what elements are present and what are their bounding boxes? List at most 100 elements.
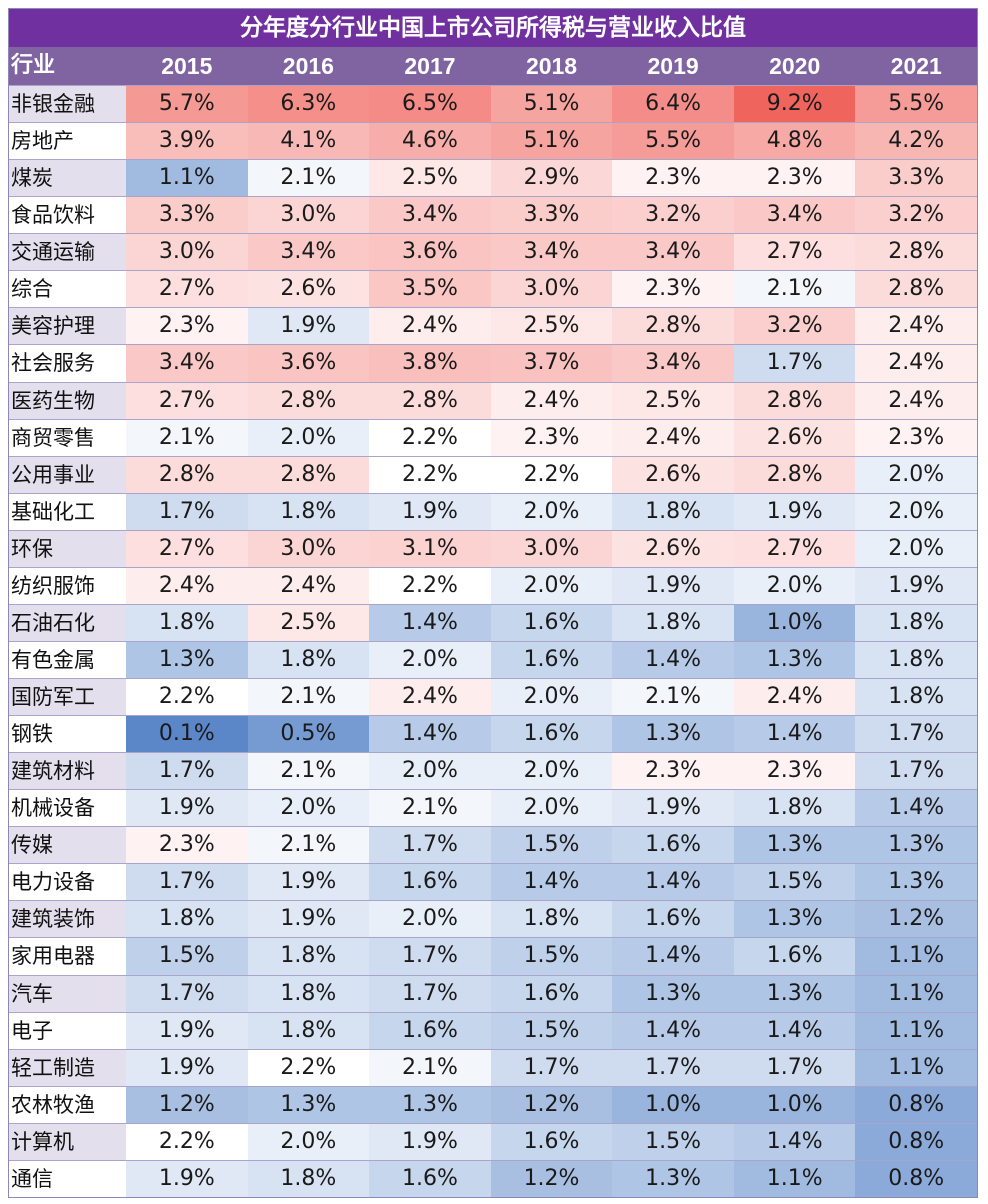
value-cell: 2.6% (612, 456, 734, 493)
value-cell: 2.5% (612, 382, 734, 419)
value-cell: 2.1% (247, 753, 370, 790)
value-cell: 2.5% (369, 160, 491, 197)
value-cell: 2.2% (369, 456, 491, 493)
value-cell: 0.8% (855, 1123, 978, 1160)
value-cell: 5.1% (490, 86, 613, 123)
value-cell: 3.2% (733, 308, 856, 345)
value-cell: 3.4% (612, 345, 734, 382)
header-year: 2021 (890, 53, 942, 79)
value-cell: 2.8% (247, 456, 370, 493)
value-cell: 2.4% (612, 419, 734, 456)
value-cell: 3.7% (490, 345, 613, 382)
value-cell: 2.4% (369, 679, 491, 716)
value-cell: 2.4% (369, 308, 491, 345)
value-cell: 1.9% (126, 1049, 248, 1086)
value-cell: 2.6% (733, 419, 856, 456)
value-cell: 1.7% (126, 975, 248, 1012)
value-cell: 1.4% (612, 1012, 734, 1049)
header-row: 行业 2015 2016 2017 2018 2019 2020 2021 (9, 47, 977, 85)
value-cell: 1.4% (612, 641, 734, 678)
value-cell: 3.1% (369, 530, 491, 567)
value-cell: 1.8% (855, 604, 978, 641)
industry-label: 汽车 (9, 975, 126, 1012)
value-cell: 2.4% (126, 567, 248, 604)
value-cell: 1.2% (126, 1086, 248, 1123)
header-year: 2018 (525, 53, 578, 79)
value-cell: 3.6% (369, 234, 491, 271)
value-cell: 3.0% (247, 530, 370, 567)
value-cell: 2.7% (126, 530, 248, 567)
value-cell: 3.4% (612, 234, 734, 271)
value-cell: 2.4% (247, 567, 370, 604)
value-cell: 2.0% (855, 530, 978, 567)
value-cell: 1.9% (126, 790, 248, 827)
industry-label: 建筑装饰 (9, 901, 126, 938)
header-year: 2020 (769, 53, 821, 79)
value-cell: 1.1% (126, 160, 248, 197)
industry-label: 美容护理 (9, 308, 126, 345)
value-cell: 2.1% (369, 790, 491, 827)
value-cell: 2.2% (126, 679, 248, 716)
value-cell: 1.8% (247, 938, 370, 975)
value-cell: 1.8% (612, 604, 734, 641)
value-cell: 1.6% (612, 901, 734, 938)
industry-label: 综合 (11, 277, 53, 302)
value-cell: 2.3% (612, 753, 734, 790)
value-cell: 2.1% (733, 271, 856, 308)
table-row: 农林牧渔 1.2% 1.3% 1.3% 1.2% 1.0% 1.0% 0.8% (9, 1085, 978, 1123)
value-cell: 3.3% (490, 197, 613, 234)
value-cell: 2.4% (855, 308, 978, 345)
value-cell: 2.0% (369, 753, 491, 790)
value-cell: 2.2% (369, 567, 491, 604)
table-row: 基础化工 1.7% 1.8% 1.9% 2.0% 1.8% 1.9% 2.0% (9, 492, 978, 530)
value-cell: 1.7% (612, 1049, 734, 1086)
table-row: 食品饮料 3.3% 3.0% 3.4% 3.3% 3.2% 3.4% 3.2% (9, 196, 978, 234)
value-cell: 9.2% (733, 86, 856, 123)
value-cell: 1.5% (490, 827, 613, 864)
value-cell: 1.6% (733, 938, 856, 975)
industry-label: 计算机 (9, 1123, 126, 1160)
value-cell: 1.9% (247, 308, 370, 345)
value-cell: 1.7% (126, 493, 248, 530)
industry-label: 石油石化 (9, 604, 126, 641)
value-cell: 3.6% (247, 345, 370, 382)
value-cell: 1.6% (490, 604, 613, 641)
table-row: 电力设备 1.7% 1.9% 1.6% 1.4% 1.4% 1.5% 1.3% (9, 863, 978, 901)
value-cell: 3.3% (855, 160, 978, 197)
table-row: 建筑装饰 1.8% 1.9% 2.0% 1.8% 1.6% 1.3% 1.2% (9, 900, 978, 938)
table-row: 综合 2.7% 2.6% 3.5% 3.0% 2.3% 2.1% 2.8% (9, 270, 978, 308)
value-cell: 1.9% (612, 567, 734, 604)
table-row: 通信 1.9% 1.8% 1.6% 1.2% 1.3% 1.1% 0.8% (9, 1159, 978, 1197)
value-cell: 2.8% (247, 382, 370, 419)
table-row: 石油石化 1.8% 2.5% 1.4% 1.6% 1.8% 1.0% 1.8% (9, 603, 978, 641)
value-cell: 2.0% (490, 790, 613, 827)
value-cell: 2.2% (369, 419, 491, 456)
value-cell: 2.4% (733, 679, 856, 716)
value-cell: 4.6% (369, 123, 491, 160)
value-cell: 2.4% (855, 345, 978, 382)
value-cell: 1.6% (369, 1160, 491, 1197)
value-cell: 1.8% (126, 604, 248, 641)
value-cell: 3.2% (612, 197, 734, 234)
value-cell: 2.8% (733, 382, 856, 419)
table-row: 煤炭 1.1% 2.1% 2.5% 2.9% 2.3% 2.3% 3.3% (9, 159, 978, 197)
value-cell: 5.5% (855, 86, 978, 123)
table-row: 纺织服饰 2.4% 2.4% 2.2% 2.0% 1.9% 2.0% 1.9% (9, 566, 978, 604)
value-cell: 2.3% (126, 827, 248, 864)
industry-label: 商贸零售 (11, 425, 95, 450)
industry-label: 有色金属 (11, 647, 95, 672)
value-cell: 2.8% (855, 234, 978, 271)
table-row: 机械设备 1.9% 2.0% 2.1% 2.0% 1.9% 1.8% 1.4% (9, 789, 978, 827)
value-cell: 1.8% (612, 493, 734, 530)
table-row: 电子 1.9% 1.8% 1.6% 1.5% 1.4% 1.4% 1.1% (9, 1011, 978, 1049)
value-cell: 1.1% (855, 1049, 978, 1086)
industry-label: 基础化工 (11, 499, 95, 524)
table-row: 钢铁 0.1% 0.5% 1.4% 1.6% 1.3% 1.4% 1.7% (9, 715, 978, 753)
industry-label: 公用事业 (9, 456, 126, 493)
value-cell: 3.5% (369, 271, 491, 308)
value-cell: 2.2% (126, 1123, 248, 1160)
value-cell: 1.8% (247, 1160, 370, 1197)
value-cell: 0.8% (855, 1160, 978, 1197)
value-cell: 2.8% (855, 271, 978, 308)
value-cell: 3.4% (369, 197, 491, 234)
